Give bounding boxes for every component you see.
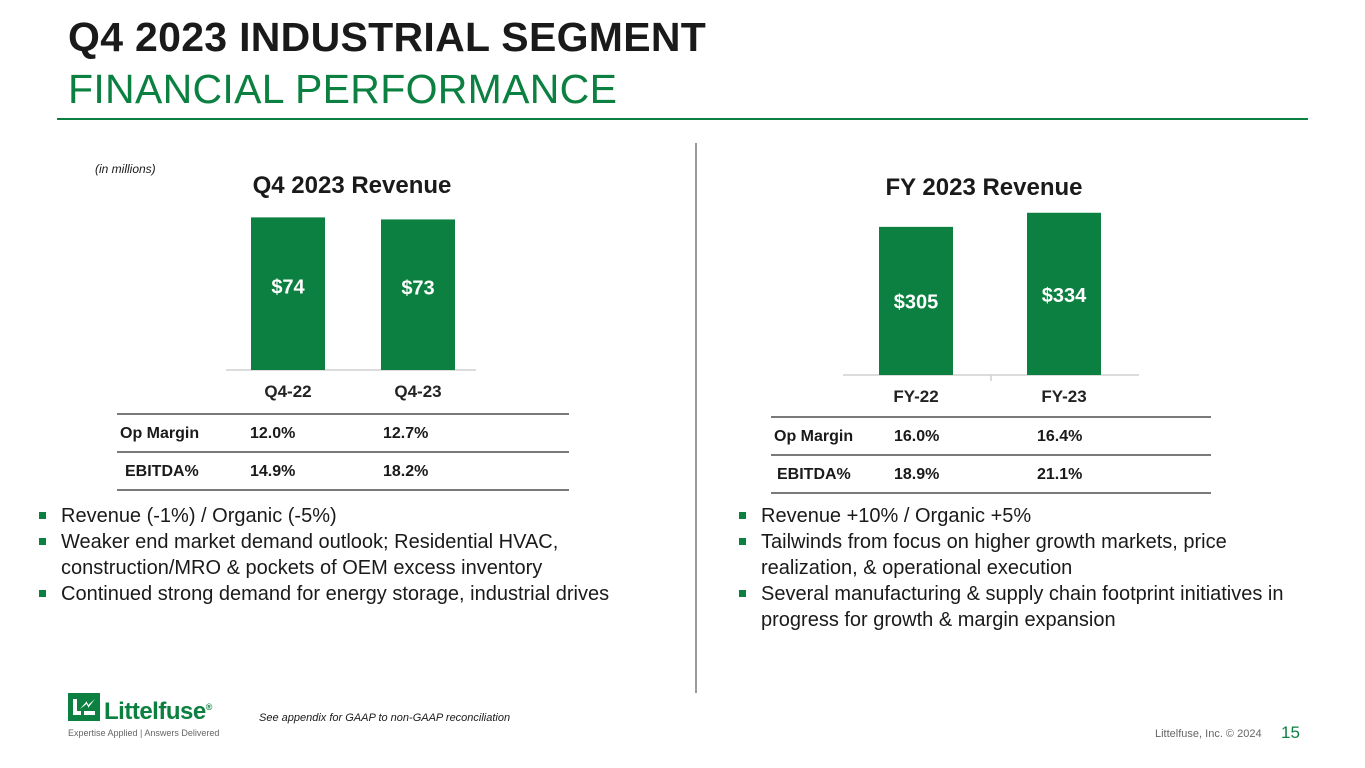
q4-chart-title: Q4 2023 Revenue <box>252 172 452 199</box>
table-row: Op Margin 12.0% 12.7% <box>117 415 569 453</box>
category-label: FY-23 <box>1041 387 1086 406</box>
table-row: EBITDA% 18.9% 21.1% <box>771 456 1211 494</box>
littelfuse-logo: Littelfuse® Expertise Applied | Answers … <box>68 693 220 743</box>
logo-tagline: Expertise Applied | Answers Delivered <box>68 728 220 738</box>
metric-value-q4-23: 12.7% <box>383 425 429 442</box>
bar-value-label: $74 <box>271 277 305 299</box>
metric-value-fy-23: 16.4% <box>1037 428 1083 445</box>
bar-fy-23 <box>1027 212 1101 375</box>
table-row: Op Margin 16.0% 16.4% <box>771 418 1211 456</box>
gaap-footnote: See appendix for GAAP to non-GAAP reconc… <box>259 712 511 724</box>
metric-value-q4-22: 14.9% <box>250 463 296 480</box>
q4-metrics-table: Op Margin 12.0% 12.7% EBITDA% 14.9% 18.2… <box>117 413 569 491</box>
units-note: (in millions) <box>95 162 156 176</box>
list-item: Continued strong demand for energy stora… <box>36 581 686 607</box>
category-label: FY-22 <box>893 387 938 406</box>
title-rule <box>57 118 1308 120</box>
logo-wordmark: Littelfuse® <box>104 698 212 725</box>
fuse-logo-icon <box>68 693 100 721</box>
category-label: Q4-22 <box>264 382 311 401</box>
bar-value-label: $334 <box>1042 285 1087 307</box>
slide-subtitle: FINANCIAL PERFORMANCE <box>68 66 618 112</box>
metric-value-q4-23: 18.2% <box>383 463 429 480</box>
slide-title: Q4 2023 INDUSTRIAL SEGMENT <box>68 14 707 60</box>
metric-label: Op Margin <box>120 425 200 442</box>
copyright: Littelfuse, Inc. © 2024 <box>1155 728 1262 740</box>
metric-label: EBITDA% <box>777 466 851 483</box>
fy-metrics-table: Op Margin 16.0% 16.4% EBITDA% 18.9% 21.1… <box>771 416 1211 494</box>
bar-value-label: $305 <box>894 291 939 313</box>
right-bullet-list: Revenue +10% / Organic +5% Tailwinds fro… <box>736 503 1316 633</box>
list-item: Weaker end market demand outlook; Reside… <box>36 529 686 581</box>
metric-value-q4-22: 12.0% <box>250 425 296 442</box>
center-divider <box>695 143 697 693</box>
metric-label: EBITDA% <box>125 463 199 480</box>
metric-value-fy-22: 18.9% <box>894 466 940 483</box>
list-item: Several manufacturing & supply chain foo… <box>736 581 1316 633</box>
fy-revenue-chart: $305 FY-22 $334 FY-23 <box>843 212 1139 406</box>
list-item: Tailwinds from focus on higher growth ma… <box>736 529 1316 581</box>
bar-q4-23 <box>381 219 455 370</box>
bar-fy-22 <box>879 226 953 375</box>
list-item: Revenue (-1%) / Organic (-5%) <box>36 503 686 529</box>
q4-revenue-chart: $74 Q4-22 $73 Q4-23 <box>226 217 476 401</box>
bar-value-label: $73 <box>401 278 434 300</box>
table-row: EBITDA% 14.9% 18.2% <box>117 453 569 491</box>
category-label: Q4-23 <box>394 382 441 401</box>
left-bullet-list: Revenue (-1%) / Organic (-5%) Weaker end… <box>36 503 686 607</box>
metric-label: Op Margin <box>774 428 854 445</box>
list-item: Revenue +10% / Organic +5% <box>736 503 1316 529</box>
bar-q4-22 <box>251 217 325 370</box>
fy-chart-title: FY 2023 Revenue <box>885 174 1083 201</box>
metric-value-fy-23: 21.1% <box>1037 466 1083 483</box>
page-number: 15 <box>1281 723 1300 742</box>
metric-value-fy-22: 16.0% <box>894 428 940 445</box>
